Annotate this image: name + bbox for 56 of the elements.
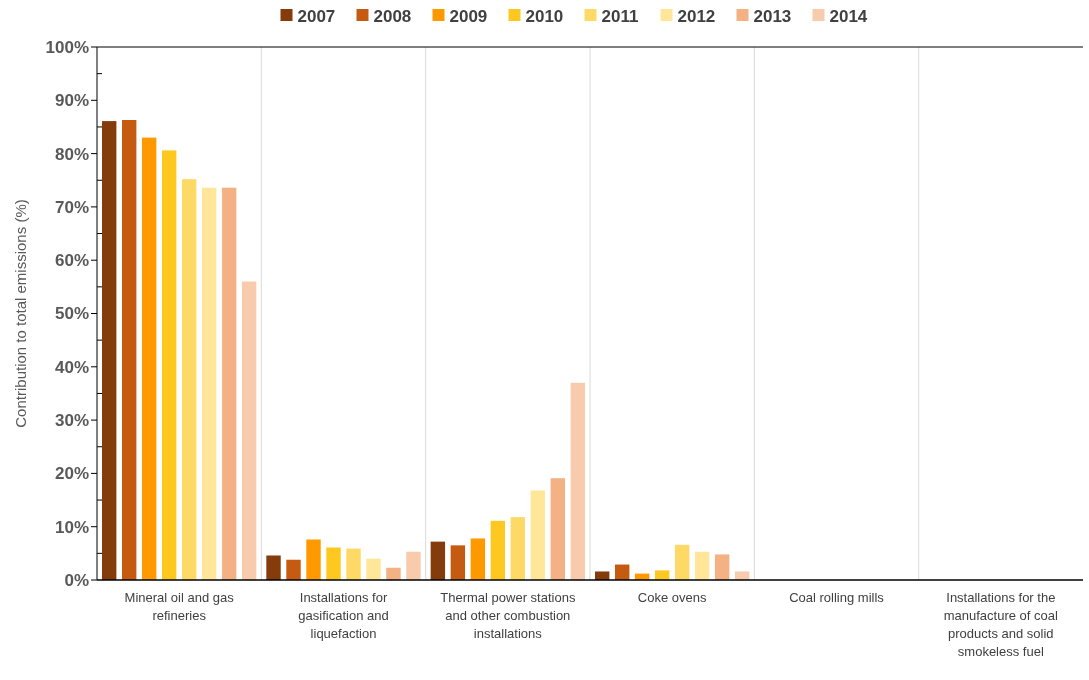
x-tick-label: Coke ovens bbox=[637, 590, 707, 605]
bar bbox=[406, 551, 421, 580]
y-tick-label: 80% bbox=[54, 144, 89, 164]
legend-label: 2012 bbox=[677, 6, 716, 26]
bar bbox=[386, 567, 401, 580]
legend-label: 2014 bbox=[829, 6, 868, 26]
bar bbox=[450, 545, 466, 580]
x-tick-label: Installations for gasification and liquefaction bbox=[298, 590, 389, 641]
bar bbox=[141, 137, 157, 580]
y-tick-label: 40% bbox=[54, 357, 89, 377]
bar bbox=[734, 571, 750, 580]
bar bbox=[346, 548, 361, 580]
bar bbox=[306, 539, 321, 580]
y-tick-label: 30% bbox=[54, 411, 89, 431]
x-tick-label: Mineral oil and gas refineries bbox=[124, 590, 235, 623]
legend-label: 2010 bbox=[525, 6, 564, 26]
bar bbox=[201, 187, 217, 580]
x-tick-label: Coal rolling mills bbox=[789, 590, 885, 605]
legend-label: 2011 bbox=[601, 6, 639, 26]
bar bbox=[654, 570, 670, 580]
bar bbox=[181, 179, 197, 580]
bar bbox=[102, 121, 117, 580]
x-tick-label: Thermal power stations and other combustion installations bbox=[440, 590, 576, 641]
bar bbox=[326, 547, 341, 580]
y-tick-label: 60% bbox=[54, 251, 89, 271]
y-tick-label: 70% bbox=[54, 197, 89, 217]
bar bbox=[595, 571, 610, 580]
bar bbox=[221, 187, 237, 580]
bar bbox=[550, 478, 566, 580]
bar bbox=[430, 541, 446, 580]
bar bbox=[490, 520, 506, 580]
bar bbox=[694, 551, 710, 580]
legend-label: 2009 bbox=[449, 6, 488, 26]
y-tick-label: 10% bbox=[54, 517, 89, 537]
bar bbox=[470, 538, 486, 580]
bar bbox=[570, 382, 585, 580]
bar bbox=[161, 150, 177, 580]
bar bbox=[714, 554, 730, 580]
bar bbox=[510, 517, 526, 580]
bar bbox=[530, 490, 546, 580]
bar bbox=[674, 544, 690, 580]
bar bbox=[241, 281, 257, 580]
y-tick-label: 90% bbox=[54, 91, 89, 111]
bar bbox=[121, 120, 137, 580]
legend-label: 2008 bbox=[373, 6, 412, 26]
y-axis-title: Contribution to total emissions (%) bbox=[12, 199, 29, 428]
x-tick-label: Installations for the manufacture of coal products and solid smokeless fuel bbox=[943, 590, 1059, 659]
y-tick-label: 100% bbox=[45, 37, 89, 57]
bar bbox=[286, 559, 301, 580]
y-tick-label: 0% bbox=[64, 570, 89, 590]
y-tick-label: 20% bbox=[54, 464, 89, 484]
legend-label: 2013 bbox=[753, 6, 792, 26]
bar bbox=[366, 558, 381, 580]
bar bbox=[266, 555, 281, 580]
legend-label: 2007 bbox=[297, 6, 336, 26]
y-tick-label: 50% bbox=[54, 304, 89, 324]
